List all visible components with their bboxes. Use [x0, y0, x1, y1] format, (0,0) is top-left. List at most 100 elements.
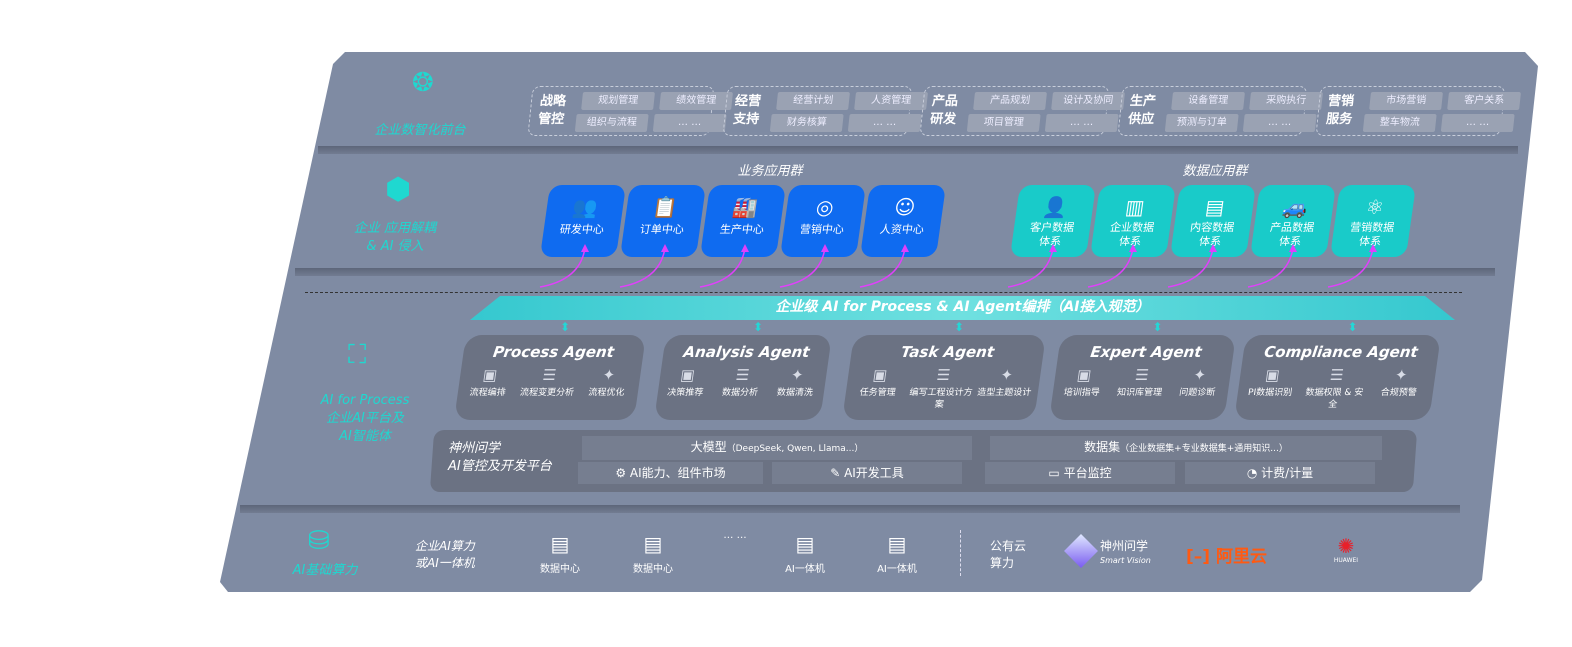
agent-capability: ✦ 问题诊断 [1167, 366, 1229, 399]
agent-orchestration-banner: 企业级 AI for Process & AI Agent编排（AI接入规范） [470, 296, 1455, 320]
arrow-head [1289, 244, 1297, 252]
agent-capability: ☰ 数据权限 & 安全 [1300, 366, 1370, 411]
platform-title: 神州问学 AI管控及开发平台 [448, 441, 552, 474]
compute-node: ▤ AI一体机 [770, 532, 840, 575]
huawei-petal-icon: ✺ [1337, 534, 1355, 558]
connector-arrow [1007, 247, 1054, 288]
agent-title: Expert Agent [1089, 343, 1203, 361]
divider [240, 505, 1460, 513]
agent-capability: ✦ 流程优化 [576, 366, 640, 399]
divider [318, 146, 1518, 154]
down-arrow-icon: ⬍ [954, 320, 965, 334]
agent-title: Analysis Agent [682, 343, 811, 361]
arrow-head [1049, 244, 1057, 252]
network-node-icon: ⬢ [385, 172, 412, 207]
compute-node: ▤ AI一体机 [862, 532, 932, 575]
capability-icon: ☰ [541, 366, 558, 384]
layer-label-infra: AI基础算力 [292, 563, 358, 578]
arrow-head [1369, 244, 1377, 252]
capability-icon: ▣ [481, 366, 499, 384]
agent-capability: ☰ 流程变更分析 [516, 366, 580, 399]
agent-capability: ▣ PI数据识别 [1237, 366, 1306, 399]
server-icon: ▤ [643, 532, 663, 556]
dev-tool-icon: ✎ [830, 466, 845, 480]
down-arrow-icon: ⬍ [1152, 320, 1163, 334]
divider [295, 268, 1495, 276]
ellipsis: … … [723, 530, 747, 541]
agent-title: Task Agent [899, 343, 996, 361]
capability-icon: ✦ [789, 366, 805, 384]
business-apps-title: 业务应用群 [737, 164, 803, 179]
face-scan-icon: ⛶ [348, 340, 367, 370]
market-icon: ⚙ [615, 466, 630, 480]
layer-label-ai: AI for Process 企业AI平台及 AI智能体 [320, 393, 410, 444]
capability-icon: ☰ [1133, 366, 1150, 384]
monitor-icon: ▭ [1048, 466, 1064, 480]
connector-arrow [1247, 247, 1294, 288]
huawei-logo: ✺ HUAWEI [1326, 535, 1366, 564]
public-cloud-label: 公有云 算力 [990, 539, 1027, 570]
agent-capability: ✦ 造型主题设计 [972, 366, 1040, 399]
arrow-head [581, 244, 589, 252]
dataset-row: 数据集（企业数据集+专业数据集+通用知识...） [990, 436, 1382, 460]
capability-icon: ✦ [1192, 366, 1208, 384]
capability-icon: ☰ [1328, 366, 1345, 384]
agent-card[interactable]: Process Agent ▣ 流程编排 ☰ 流程变更分析 ✦ 流程优化 [454, 335, 646, 420]
billing-row: ◔ 计费/计量 [1185, 462, 1375, 484]
agent-card[interactable]: Compliance Agent ▣ PI数据识别 ☰ 数据权限 & 安全 ✦ 合规预警 [1234, 335, 1441, 420]
down-arrow-icon: ⬍ [1347, 320, 1358, 334]
agent-capability: ▣ 流程编排 [457, 366, 521, 399]
connector-arrow [699, 247, 746, 288]
database-icon: ⛁ [308, 526, 330, 556]
agent-capability: ✦ 合规预警 [1366, 366, 1435, 399]
capability-icon: ✦ [601, 366, 617, 384]
shenzhou-logo: 神州问学 Smart Vision [1100, 539, 1151, 566]
arrow-head [1129, 244, 1137, 252]
agent-capability: ☰ 数据分析 [712, 366, 771, 399]
agent-capability: ▣ 培训指导 [1052, 366, 1114, 399]
arrow-head [901, 244, 909, 252]
agent-title: Process Agent [491, 343, 616, 361]
server-icon: ▤ [795, 532, 815, 556]
connector-arrow [859, 247, 906, 288]
capability-icon: ✦ [999, 366, 1015, 384]
capability-icon: ▣ [1264, 366, 1281, 384]
connector-arrow [1167, 247, 1214, 288]
agent-capability: ▣ 任务管理 [845, 366, 913, 399]
aliyun-bracket-icon: [–] [1186, 547, 1216, 567]
connector-arrow [1087, 247, 1134, 288]
connector-arrow [1327, 247, 1374, 288]
layer-label-apps: 企业 应用解耦 & AI 侵入 [353, 221, 437, 254]
agent-card[interactable]: Task Agent ▣ 任务管理 ☰ 编写工程设计方案 ✦ 造型主题设计 [842, 335, 1046, 420]
compute-node: ▤ 数据中心 [525, 532, 595, 575]
connector-arrow [619, 247, 666, 288]
connector-arrow [779, 247, 826, 288]
agent-card[interactable]: Analysis Agent ▣ 决策推荐 ☰ 数据分析 ✦ 数据清洗 [654, 335, 832, 420]
brain-icon: ❂ [412, 68, 434, 98]
monitoring-row: ▭ 平台监控 [985, 462, 1175, 484]
agent-card[interactable]: Expert Agent ▣ 培训指导 ☰ 知识库管理 ✦ 问题诊断 [1049, 335, 1236, 420]
agent-capability: ▣ 决策推荐 [657, 366, 716, 399]
dataset-label: 数据集 [1084, 440, 1121, 454]
arrow-head [1209, 244, 1217, 252]
model-row: 大模型（DeepSeek, Qwen, Llama...） [582, 436, 972, 460]
arrow-head [821, 244, 829, 252]
data-apps-title: 数据应用群 [1182, 164, 1248, 179]
capability-icon: ▣ [871, 366, 889, 384]
down-arrow-icon: ⬍ [560, 320, 571, 334]
gauge-icon: ◔ [1246, 466, 1262, 480]
capability-icon: ▣ [1075, 366, 1093, 384]
agent-capability: ☰ 知识库管理 [1110, 366, 1172, 399]
dashed-separator [305, 292, 1462, 293]
capability-icon: ▣ [679, 366, 697, 384]
enterprise-compute-label: 企业AI算力 或AI一体机 [415, 539, 475, 570]
model-label: 大模型 [690, 440, 727, 454]
agent-title: Compliance Agent [1263, 343, 1420, 361]
model-note: （DeepSeek, Qwen, Llama...） [726, 444, 864, 454]
capability-icon: ✦ [1393, 366, 1409, 384]
down-arrow-icon: ⬍ [753, 320, 764, 334]
capability-icon: ☰ [734, 366, 751, 384]
agent-capability: ☰ 编写工程设计方案 [907, 366, 976, 411]
